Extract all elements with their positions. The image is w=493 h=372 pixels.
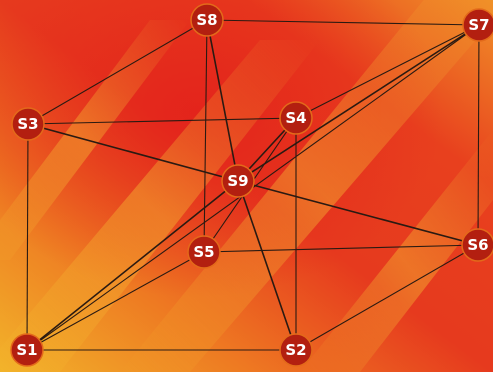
edge-s5-s6 xyxy=(203,244,479,253)
edge-layer xyxy=(26,19,480,351)
edge-s2-s6 xyxy=(295,244,479,351)
edge-s1-s9 xyxy=(26,180,239,351)
node-s4[interactable]: S4 xyxy=(279,101,313,135)
edge-s7-s9 xyxy=(237,24,480,182)
node-circle xyxy=(279,333,313,367)
node-label: S7 xyxy=(468,16,489,34)
node-label: S1 xyxy=(16,341,37,359)
node-s8[interactable]: S8 xyxy=(190,3,224,37)
edge-s5-s8 xyxy=(203,19,208,253)
node-s5[interactable]: S5 xyxy=(187,235,221,269)
edge-s7-s8 xyxy=(206,19,480,26)
edge-s6-s7 xyxy=(477,24,480,246)
node-s6[interactable]: S6 xyxy=(461,228,493,262)
edge-s6-s9 xyxy=(237,180,479,246)
node-s7[interactable]: S7 xyxy=(462,8,493,42)
node-label: S9 xyxy=(227,172,248,190)
node-circle xyxy=(11,107,45,141)
node-layer: S1 S2 S3 S4 S5 S6 S7 S8 S9 xyxy=(10,3,493,367)
node-s2[interactable]: S2 xyxy=(279,333,313,367)
node-label: S5 xyxy=(193,243,214,261)
node-label: S8 xyxy=(196,11,217,29)
node-circle xyxy=(461,228,493,262)
node-circle xyxy=(187,235,221,269)
edge-s1-s5 xyxy=(26,251,205,351)
node-circle xyxy=(462,8,493,42)
node-s1[interactable]: S1 xyxy=(10,333,44,367)
node-label: S2 xyxy=(285,341,306,359)
edge-s3-s4 xyxy=(27,117,297,125)
edge-s8-s9 xyxy=(206,19,239,182)
node-label: S3 xyxy=(17,115,38,133)
node-label: S6 xyxy=(467,236,488,254)
edge-s3-s9 xyxy=(27,123,239,182)
node-label: S4 xyxy=(285,109,306,127)
node-circle xyxy=(190,3,224,37)
node-s3[interactable]: S3 xyxy=(11,107,45,141)
node-circle xyxy=(279,101,313,135)
node-circle xyxy=(10,333,44,367)
node-circle xyxy=(221,164,255,198)
edge-s2-s9 xyxy=(237,180,297,351)
edge-s1-s3 xyxy=(26,123,29,351)
edge-s3-s8 xyxy=(27,19,208,125)
edge-s4-s7 xyxy=(295,24,480,119)
node-s9[interactable]: S9 xyxy=(221,164,255,198)
